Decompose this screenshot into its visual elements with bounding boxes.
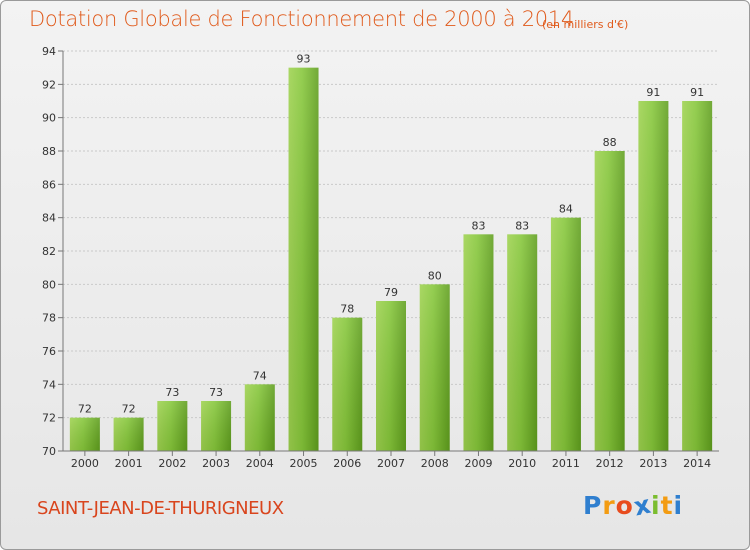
x-tick-label: 2004 bbox=[246, 457, 274, 470]
x-tick-label: 2003 bbox=[202, 457, 230, 470]
bar-shade bbox=[288, 67, 319, 452]
bar-shade bbox=[376, 301, 406, 451]
bars bbox=[69, 67, 713, 452]
y-tick-label: 90 bbox=[42, 112, 56, 125]
y-tick-label: 84 bbox=[42, 212, 56, 225]
data-label: 93 bbox=[297, 53, 311, 66]
chart-title: Dotation Globale de Fonctionnement de 20… bbox=[29, 7, 574, 31]
bar-shade bbox=[244, 384, 275, 451]
bar-shade bbox=[594, 151, 625, 451]
data-label: 91 bbox=[690, 86, 704, 99]
y-tick-label: 88 bbox=[42, 145, 56, 158]
y-tick-label: 74 bbox=[42, 378, 56, 391]
commune-name: SAINT-JEAN-DE-THURIGNEUX bbox=[37, 498, 284, 519]
proxiti-logo: Proxiti bbox=[583, 490, 684, 522]
x-tick-label: 2012 bbox=[596, 457, 624, 470]
x-tick-label: 2008 bbox=[421, 457, 449, 470]
x-tick-label: 2013 bbox=[639, 457, 667, 470]
data-label: 74 bbox=[253, 369, 267, 382]
logo-letter: o bbox=[615, 491, 634, 520]
bar-shade bbox=[332, 317, 363, 451]
data-label: 73 bbox=[165, 386, 179, 399]
x-tick-label: 2005 bbox=[290, 457, 318, 470]
data-label: 79 bbox=[384, 286, 398, 299]
data-label: 78 bbox=[340, 303, 354, 316]
x-tick-label: 2000 bbox=[71, 457, 99, 470]
x-tick-label: 2002 bbox=[158, 457, 186, 470]
data-labels: 72 72 73 73 74 93 78 79 80 83 83 84 88 91 91 bbox=[78, 53, 704, 416]
x-tick-label: 2011 bbox=[552, 457, 580, 470]
y-tick-label: 80 bbox=[42, 278, 56, 291]
data-label: 72 bbox=[122, 403, 136, 416]
logo-letter: i bbox=[651, 491, 661, 520]
data-label: 91 bbox=[646, 86, 660, 99]
axes bbox=[58, 50, 719, 456]
data-label: 83 bbox=[515, 219, 529, 232]
data-label: 84 bbox=[559, 203, 573, 216]
chart-subtitle: (en milliers d'€) bbox=[542, 18, 629, 31]
x-tick-label: 2007 bbox=[377, 457, 405, 470]
y-tick-label: 76 bbox=[42, 345, 56, 358]
bar-shade bbox=[463, 234, 494, 451]
y-tick-label: 92 bbox=[42, 78, 56, 91]
y-tick-label: 86 bbox=[42, 178, 56, 191]
y-tick-label: 82 bbox=[42, 245, 56, 258]
bar-shade bbox=[157, 401, 188, 451]
bar-shade bbox=[550, 217, 581, 451]
logo-letter: i bbox=[673, 491, 684, 520]
tick-labels: 70 72 74 76 78 80 82 84 86 88 90 92 94 2000 2001 2002 20… bbox=[42, 45, 711, 470]
logo-letter: t bbox=[660, 491, 674, 520]
bar-shade bbox=[638, 101, 669, 451]
bar-shade bbox=[507, 234, 538, 451]
y-tick-label: 70 bbox=[42, 445, 56, 458]
y-tick-label: 72 bbox=[42, 412, 56, 425]
logo-letter: P bbox=[583, 491, 603, 520]
x-tick-label: 2014 bbox=[683, 457, 711, 470]
bar-shade bbox=[113, 417, 144, 451]
logo-letter: r bbox=[602, 491, 616, 520]
bar-shade bbox=[682, 101, 713, 451]
y-tick-label: 94 bbox=[42, 45, 56, 58]
bar-shade bbox=[69, 417, 100, 451]
x-tick-label: 2009 bbox=[464, 457, 492, 470]
data-label: 72 bbox=[78, 403, 92, 416]
data-label: 80 bbox=[428, 269, 442, 282]
y-tick-label: 78 bbox=[42, 312, 56, 325]
data-label: 83 bbox=[471, 219, 485, 232]
data-label: 73 bbox=[209, 386, 223, 399]
x-tick-label: 2010 bbox=[508, 457, 536, 470]
x-tick-label: 2001 bbox=[115, 457, 143, 470]
bar-shade bbox=[201, 401, 232, 451]
data-label: 88 bbox=[603, 136, 617, 149]
bar-shade bbox=[419, 284, 450, 451]
x-tick-label: 2006 bbox=[333, 457, 361, 470]
